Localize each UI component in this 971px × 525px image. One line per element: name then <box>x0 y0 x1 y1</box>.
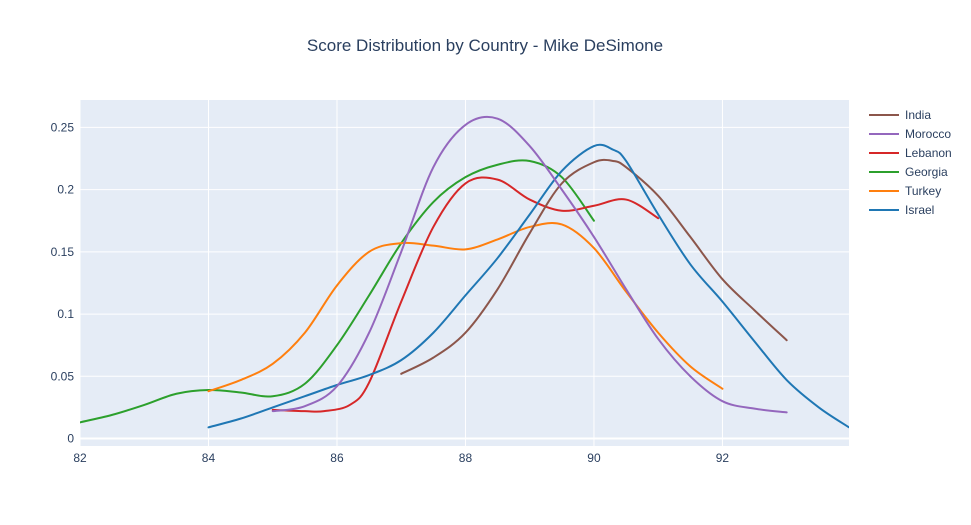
legend-label: Israel <box>905 203 934 217</box>
series-lines <box>80 115 849 429</box>
x-tick-label: 92 <box>716 451 730 465</box>
legend-label: Morocco <box>905 127 951 141</box>
series-line-morocco[interactable] <box>271 115 788 414</box>
y-tick-label: 0.1 <box>57 307 74 321</box>
y-tick-label: 0.25 <box>51 120 75 134</box>
y-tick-label: 0.2 <box>57 183 74 197</box>
series-line-lebanon[interactable] <box>271 176 660 413</box>
series-line-georgia[interactable] <box>80 159 595 424</box>
y-tick-label: 0.15 <box>51 245 75 259</box>
legend[interactable]: India Morocco Lebanon Georgia Turkey Israel <box>869 108 952 217</box>
series-line-india[interactable] <box>400 158 788 375</box>
y-tick-label: 0.05 <box>51 369 75 383</box>
x-tick-label: 88 <box>459 451 473 465</box>
legend-item-turkey[interactable]: Turkey <box>869 184 941 198</box>
legend-item-india[interactable]: India <box>869 108 931 122</box>
x-tick-label: 82 <box>73 451 87 465</box>
legend-item-israel[interactable]: Israel <box>869 203 934 217</box>
plot-area <box>80 100 849 446</box>
y-tick-label: 0 <box>67 432 74 446</box>
legend-item-georgia[interactable]: Georgia <box>869 165 948 179</box>
legend-item-morocco[interactable]: Morocco <box>869 127 951 141</box>
grid-lines <box>79 100 849 446</box>
legend-item-lebanon[interactable]: Lebanon <box>869 146 952 160</box>
axis-ticks: 82 84 86 88 90 92 0 0.05 0.1 0.15 0.2 0.25 <box>51 120 730 465</box>
legend-label: Turkey <box>905 184 941 198</box>
chart-title: Score Distribution by Country - Mike DeS… <box>307 36 663 55</box>
x-tick-label: 90 <box>587 451 601 465</box>
x-tick-label: 84 <box>202 451 216 465</box>
legend-label: India <box>905 108 931 122</box>
series-line-israel[interactable] <box>207 143 849 429</box>
legend-label: Georgia <box>905 165 948 179</box>
x-tick-label: 86 <box>330 451 344 465</box>
legend-label: Lebanon <box>905 146 952 160</box>
